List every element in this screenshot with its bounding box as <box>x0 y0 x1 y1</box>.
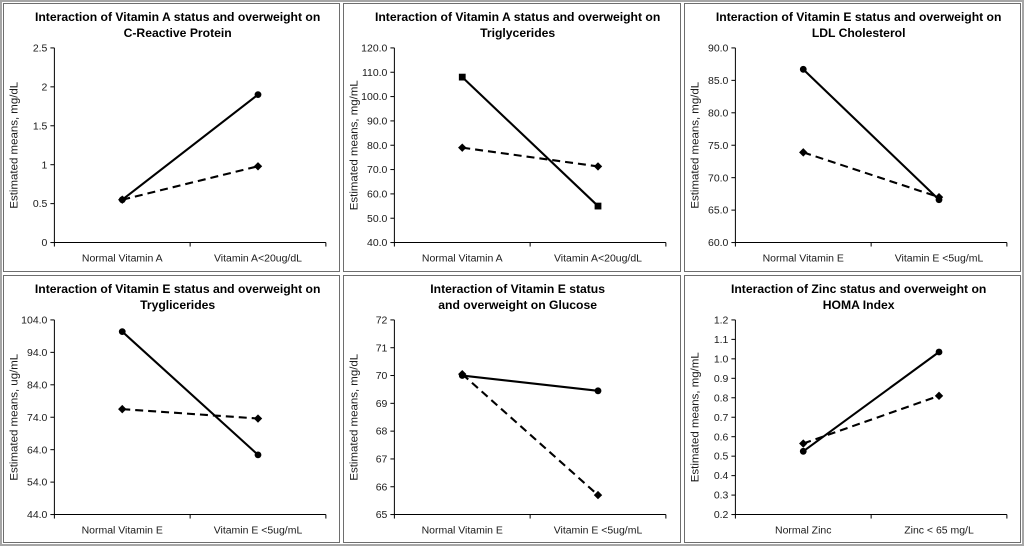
svg-text:64.0: 64.0 <box>27 445 48 456</box>
svg-text:1.1: 1.1 <box>713 334 728 345</box>
svg-text:80.0: 80.0 <box>367 141 388 152</box>
svg-text:0.9: 0.9 <box>713 373 728 384</box>
svg-text:Tryglicerides: Tryglicerides <box>140 297 215 311</box>
svg-text:85.0: 85.0 <box>708 76 729 87</box>
svg-text:Estimated means, ug/mL: Estimated means, ug/mL <box>8 353 20 480</box>
svg-text:1.0: 1.0 <box>713 354 728 365</box>
svg-text:Interaction of Vitamin E stat: Interaction of Vitamin E status <box>431 281 606 295</box>
svg-text:0.6: 0.6 <box>713 432 728 443</box>
svg-text:50.0: 50.0 <box>367 214 388 225</box>
svg-text:Estimated means, mg/mL: Estimated means, mg/mL <box>689 352 701 482</box>
svg-text:Interaction of Vitamin A statu: Interaction of Vitamin A status and over… <box>375 10 660 24</box>
svg-text:90.0: 90.0 <box>367 116 388 127</box>
svg-text:94.0: 94.0 <box>27 347 48 358</box>
svg-text:71: 71 <box>376 343 388 354</box>
svg-text:0.2: 0.2 <box>713 510 728 521</box>
svg-text:65.0: 65.0 <box>708 206 729 217</box>
svg-text:Vitamin E <5ug/mL: Vitamin E <5ug/mL <box>554 525 643 536</box>
svg-text:100.0: 100.0 <box>362 92 388 103</box>
chart-panel-crp: Interaction of Vitamin A status and over… <box>3 3 341 272</box>
svg-text:54.0: 54.0 <box>27 477 48 488</box>
svg-text:60.0: 60.0 <box>708 238 729 249</box>
svg-text:90.0: 90.0 <box>708 44 729 55</box>
tryglicerides-vite-interaction-chart: Interaction of Vitamin E status and over… <box>8 281 327 536</box>
svg-text:Vitamin E <5ug/mL: Vitamin E <5ug/mL <box>894 254 983 265</box>
svg-text:104.0: 104.0 <box>21 315 47 326</box>
svg-text:Estimated means, mg/dL: Estimated means, mg/dL <box>8 82 20 209</box>
chart-panel-tryglicerides-vite: Interaction of Vitamin E status and over… <box>3 274 341 543</box>
svg-text:and overweight on Glucose: and overweight on Glucose <box>439 297 598 311</box>
homa-interaction-chart: Interaction of Zinc status and overweigh… <box>689 281 1008 536</box>
svg-text:2.5: 2.5 <box>33 44 48 55</box>
svg-text:Vitamin A<20ug/dL: Vitamin A<20ug/dL <box>214 254 302 265</box>
svg-text:Estimated means, mg/dL: Estimated means, mg/dL <box>349 353 361 480</box>
svg-text:Zinc < 65 mg/L: Zinc < 65 mg/L <box>904 525 974 536</box>
svg-text:Vitamin E <5ug/mL: Vitamin E <5ug/mL <box>214 525 303 536</box>
svg-text:68: 68 <box>376 426 388 437</box>
svg-text:65: 65 <box>376 510 388 521</box>
svg-text:67: 67 <box>376 454 388 465</box>
svg-text:Normal Vitamin E: Normal Vitamin E <box>762 254 843 265</box>
svg-text:70.0: 70.0 <box>708 173 729 184</box>
svg-text:Normal Vitamin A: Normal Vitamin A <box>422 254 503 265</box>
svg-text:Normal Vitamin E: Normal Vitamin E <box>82 525 163 536</box>
svg-text:Interaction of Vitamin A statu: Interaction of Vitamin A status and over… <box>35 10 320 24</box>
svg-text:Normal Vitamin E: Normal Vitamin E <box>422 525 503 536</box>
svg-text:66: 66 <box>376 482 388 493</box>
svg-text:70.0: 70.0 <box>367 165 388 176</box>
svg-text:2: 2 <box>42 82 48 93</box>
svg-text:Interaction of Vitamin E statu: Interaction of Vitamin E status and over… <box>716 10 1002 24</box>
svg-text:Triglycerides: Triglycerides <box>480 26 555 40</box>
svg-text:0: 0 <box>42 238 48 249</box>
triglycerides-vita-interaction-chart: Interaction of Vitamin A status and over… <box>349 10 667 265</box>
svg-text:1: 1 <box>42 160 48 171</box>
svg-text:Normal Zinc: Normal Zinc <box>775 525 831 536</box>
svg-text:C-Reactive Protein: C-Reactive Protein <box>124 26 232 40</box>
svg-text:0.8: 0.8 <box>713 393 728 404</box>
crp-interaction-chart: Interaction of Vitamin A status and over… <box>8 10 327 265</box>
svg-text:1.5: 1.5 <box>33 121 48 132</box>
svg-text:40.0: 40.0 <box>367 238 388 249</box>
svg-text:60.0: 60.0 <box>367 189 388 200</box>
svg-text:75.0: 75.0 <box>708 141 729 152</box>
chart-panel-ldl: Interaction of Vitamin E status and over… <box>683 3 1021 272</box>
svg-text:HOMA Index: HOMA Index <box>822 297 894 311</box>
svg-text:0.4: 0.4 <box>713 471 728 482</box>
svg-text:44.0: 44.0 <box>27 510 48 521</box>
svg-text:1.2: 1.2 <box>713 315 728 326</box>
chart-panel-glucose: Interaction of Vitamin E status and overw… <box>343 274 681 543</box>
svg-text:84.0: 84.0 <box>27 380 48 391</box>
svg-text:69: 69 <box>376 398 388 409</box>
svg-text:Vitamin A<20ug/dL: Vitamin A<20ug/dL <box>554 254 642 265</box>
svg-text:Normal Vitamin A: Normal Vitamin A <box>82 254 163 265</box>
svg-text:0.7: 0.7 <box>713 412 728 423</box>
svg-text:Estimated means, mg/dL: Estimated means, mg/dL <box>689 82 701 209</box>
svg-text:120.0: 120.0 <box>362 44 388 55</box>
glucose-interaction-chart: Interaction of Vitamin E status and overw… <box>349 281 667 536</box>
svg-text:0.5: 0.5 <box>713 451 728 462</box>
svg-text:110.0: 110.0 <box>362 68 388 79</box>
svg-text:Interaction of Vitamin E statu: Interaction of Vitamin E status and over… <box>35 281 321 295</box>
svg-text:80.0: 80.0 <box>708 108 729 119</box>
svg-text:0.3: 0.3 <box>713 490 728 501</box>
chart-panel-triglycerides-vita: Interaction of Vitamin A status and over… <box>343 3 681 272</box>
chart-panel-homa: Interaction of Zinc status and overweigh… <box>683 274 1021 543</box>
svg-text:Interaction of Zinc status and: Interaction of Zinc status and overweigh… <box>731 281 986 295</box>
svg-text:0.5: 0.5 <box>33 199 48 210</box>
svg-text:70: 70 <box>376 371 388 382</box>
svg-text:72: 72 <box>376 315 388 326</box>
svg-text:74.0: 74.0 <box>27 412 48 423</box>
svg-text:LDL Cholesterol: LDL Cholesterol <box>811 26 905 40</box>
svg-text:Estimated means, mg/mL: Estimated means, mg/mL <box>349 80 361 210</box>
ldl-interaction-chart: Interaction of Vitamin E status and over… <box>689 10 1008 265</box>
